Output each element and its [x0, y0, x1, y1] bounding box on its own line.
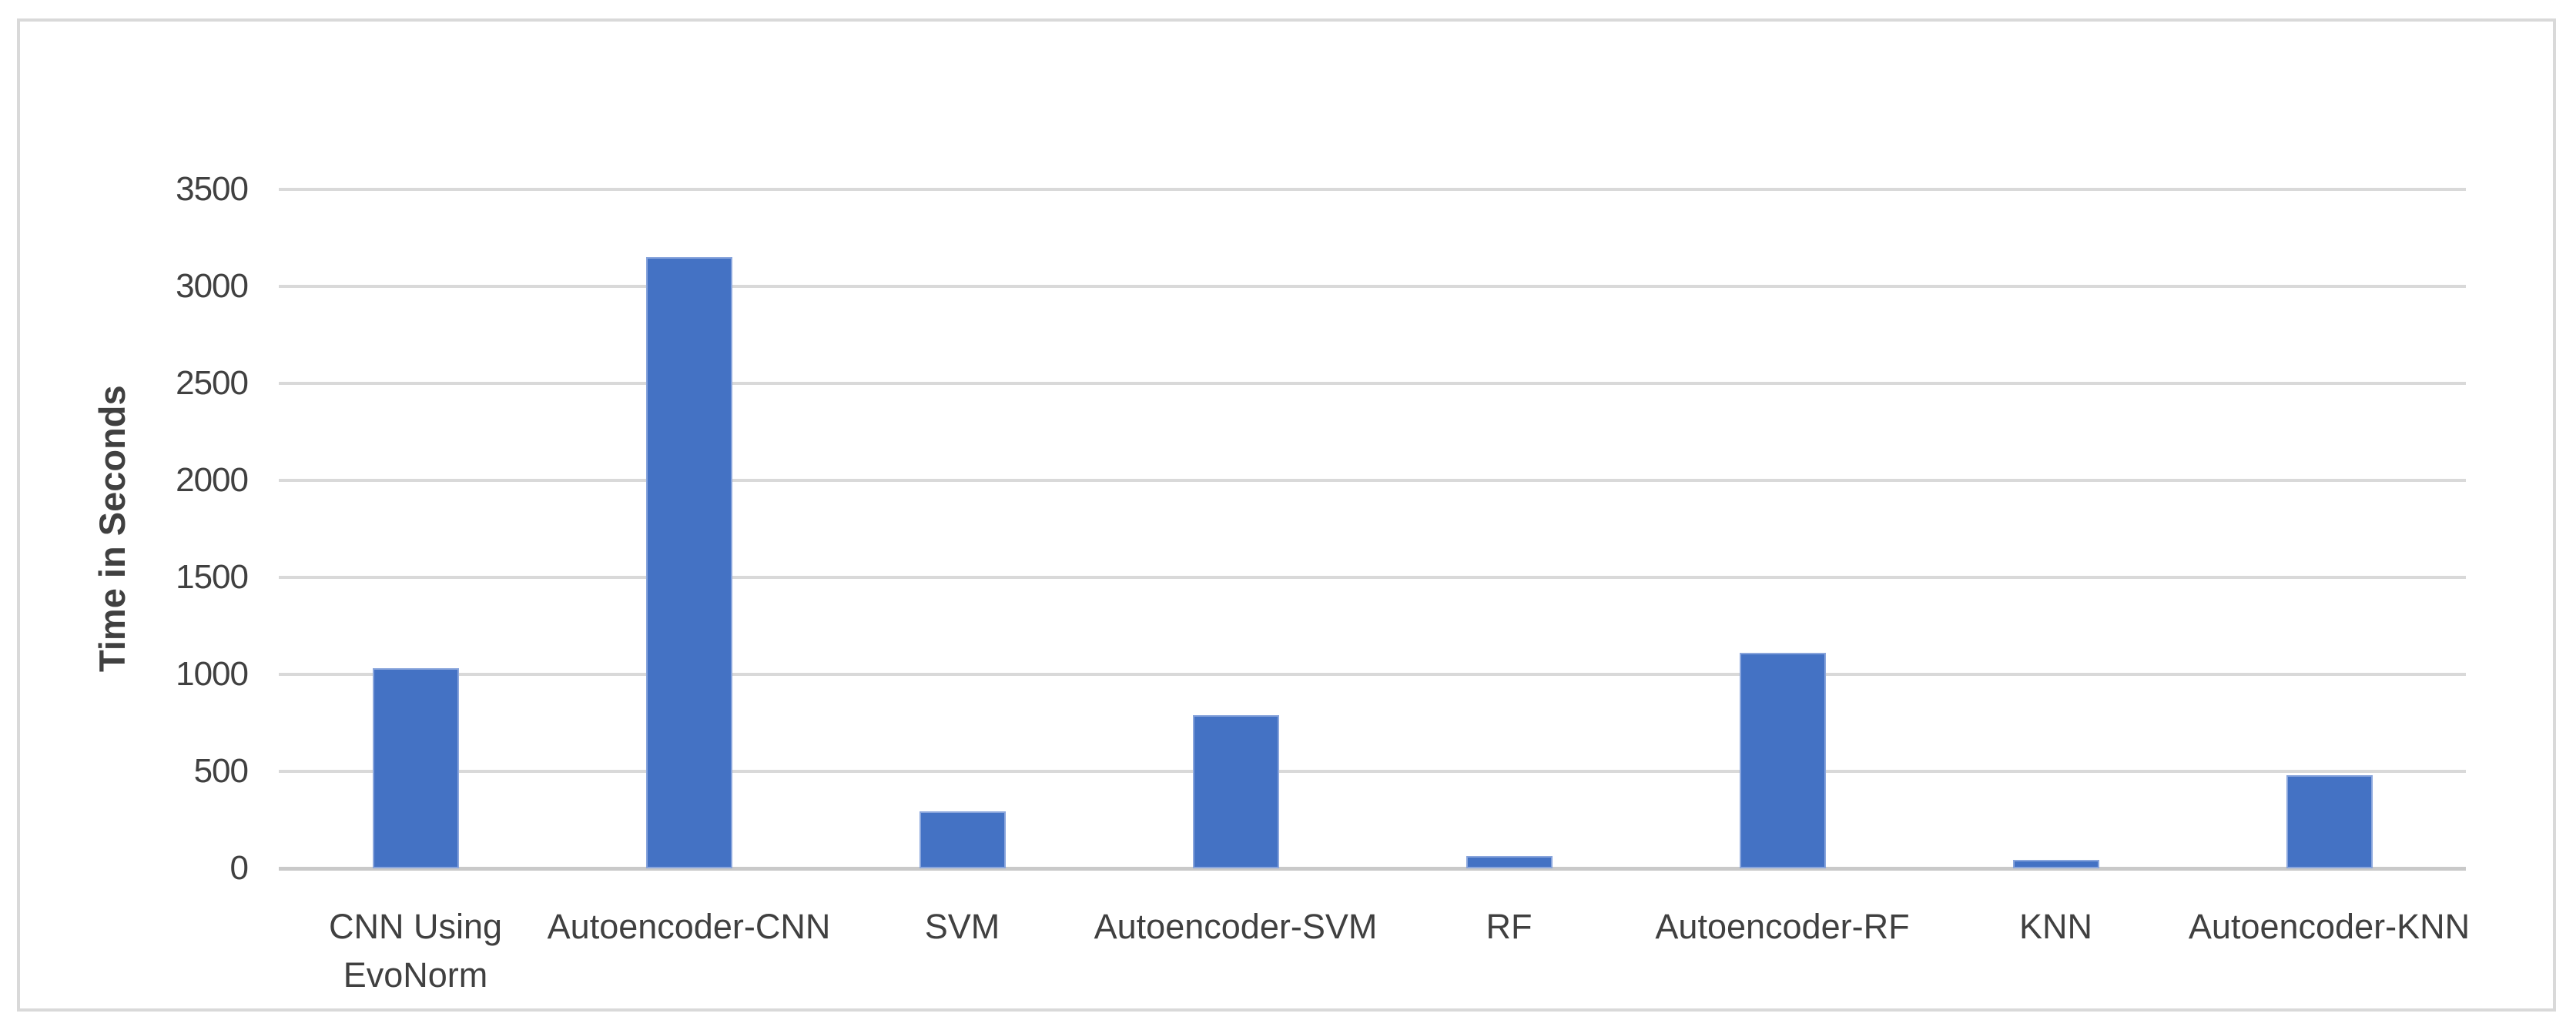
gridline: [279, 285, 2466, 288]
gridline: [279, 673, 2466, 676]
x-category-label: Autoencoder-KNN: [2188, 907, 2470, 946]
bar: [645, 257, 732, 868]
x-category-label: KNN: [2018, 907, 2092, 946]
y-tick-label: 1000: [176, 655, 249, 693]
bar: [2012, 859, 2099, 868]
y-tick-label: 500: [193, 752, 249, 790]
gridline: [279, 770, 2466, 773]
y-tick-label: 0: [229, 849, 249, 887]
x-axis-line: [279, 867, 2466, 871]
bar: [1192, 714, 1279, 868]
bar: [919, 811, 1006, 868]
gridline: [279, 576, 2466, 579]
x-category-label: RF: [1486, 907, 1533, 946]
x-category-label: Autoencoder-CNN: [547, 907, 831, 946]
bar: [372, 668, 459, 868]
bar: [1466, 855, 1553, 868]
gridline: [279, 188, 2466, 191]
x-category-label: Autoencoder-RF: [1655, 907, 1910, 946]
y-tick-label: 1500: [176, 558, 249, 596]
y-tick-label: 2000: [176, 461, 249, 499]
y-tick-label: 2500: [176, 364, 249, 402]
bar: [2286, 775, 2373, 868]
y-tick-label: 3500: [176, 170, 249, 208]
bar: [1739, 653, 1826, 868]
gridline: [279, 479, 2466, 482]
y-tick-label: 3000: [176, 267, 249, 305]
x-category-label: CNN Using EvoNorm: [328, 907, 503, 995]
x-category-label: Autoencoder-SVM: [1094, 907, 1378, 946]
x-category-label: SVM: [924, 907, 1000, 946]
gridline: [279, 382, 2466, 385]
